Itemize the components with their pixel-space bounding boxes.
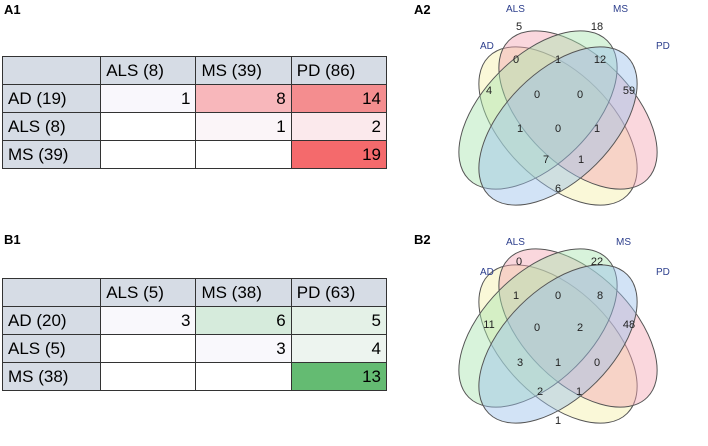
venn-count-als-ms-pd: 2 (577, 322, 583, 334)
venn-count-ad-ms: 3 (517, 357, 523, 369)
venn-set-ms (458, 248, 618, 408)
venn-count-pd: 59 (623, 85, 635, 97)
table-row: AD (19) 1 8 14 (1, 84, 388, 113)
column-header: PD (86) (290, 56, 388, 85)
venn-count-als-pd: 1 (594, 123, 600, 135)
overlap-cell (100, 334, 197, 363)
set-label-ad: AD (480, 267, 494, 278)
venn-set-ms (458, 30, 618, 190)
set-label-als: ALS (506, 237, 525, 248)
venn-count-pd: 48 (623, 319, 635, 331)
venn-count-als-pd: 0 (594, 357, 600, 369)
venn-count-all: 1 (555, 357, 561, 369)
row-header: MS (39) (1, 140, 102, 169)
venn-count-ad-pd: 1 (555, 415, 561, 427)
venn-count-ad-als: 1 (513, 290, 519, 302)
overlap-cell (100, 140, 197, 169)
venn-count-ad-ms-pd: 2 (537, 386, 543, 398)
venn-count-als-ms-pd: 0 (577, 89, 583, 101)
venn-set-pd (478, 264, 638, 424)
venn-count-ad: 11 (483, 319, 494, 331)
table-row: AD (20) 3 6 5 (1, 306, 388, 335)
venn-set-pd (478, 46, 638, 206)
venn-count-ad-ms-pd: 7 (543, 154, 549, 166)
table-row: MS (38) 13 (1, 362, 388, 391)
venn-count-ms: 22 (591, 256, 603, 268)
set-label-ms: MS (613, 4, 628, 15)
overlap-cell (195, 362, 292, 391)
venn-count-als: 5 (516, 21, 522, 33)
overlap-cell: 4 (290, 334, 388, 363)
venn-set-ad (478, 46, 638, 206)
table-row: MS (39) 19 (1, 140, 388, 169)
set-label-als: ALS (506, 4, 525, 15)
venn-count-als-ms: 0 (555, 290, 561, 302)
overlap-table-a1: ALS (8) MS (39) PD (86) AD (19) 1 8 14 A… (1, 56, 388, 169)
venn-count-ad-ms: 1 (517, 123, 523, 135)
overlap-cell: 8 (195, 84, 292, 113)
table-header-row: ALS (5) MS (38) PD (63) (1, 278, 388, 307)
row-header: AD (19) (1, 84, 102, 113)
venn-count-ad-als-ms: 0 (534, 89, 540, 101)
overlap-cell: 1 (100, 84, 197, 113)
venn-count-ad-als: 0 (513, 54, 519, 66)
overlap-cell: 3 (100, 306, 197, 335)
table-header-row: ALS (8) MS (39) PD (86) (1, 56, 388, 85)
set-label-pd: PD (656, 267, 670, 278)
venn-count-als: 0 (516, 256, 522, 268)
panel-label-b2: B2 (414, 232, 431, 247)
venn-set-ad (478, 264, 638, 424)
table-corner-cell (1, 278, 102, 307)
overlap-cell (195, 140, 292, 169)
venn-sets-a2 (458, 30, 658, 206)
venn-count-ms-pd: 8 (597, 290, 603, 302)
overlap-cell: 13 (290, 362, 388, 391)
column-header: PD (63) (290, 278, 388, 307)
venn-count-ad-pd: 6 (555, 183, 561, 195)
overlap-cell (100, 112, 197, 141)
overlap-cell: 5 (290, 306, 388, 335)
row-header: MS (38) (1, 362, 102, 391)
panel-label-a1: A1 (4, 2, 21, 17)
set-label-ms: MS (616, 237, 631, 248)
venn-count-ad-als-pd: 1 (576, 386, 582, 398)
venn-count-ms-pd: 12 (594, 54, 606, 66)
panel-label-b1: B1 (4, 232, 21, 247)
column-header: ALS (5) (100, 278, 197, 307)
table-row: ALS (5) 3 4 (1, 334, 388, 363)
venn-count-ad-als-ms: 0 (534, 322, 540, 334)
set-label-pd: PD (656, 41, 670, 52)
overlap-cell: 19 (290, 140, 388, 169)
venn-count-als-ms: 1 (555, 54, 561, 66)
panel-label-a2: A2 (414, 2, 431, 17)
column-header: MS (38) (195, 278, 292, 307)
overlap-cell: 3 (195, 334, 292, 363)
overlap-cell: 1 (195, 112, 292, 141)
overlap-cell: 2 (290, 112, 388, 141)
venn-count-ad-als-pd: 1 (578, 154, 584, 166)
overlap-table-b1: ALS (5) MS (38) PD (63) AD (20) 3 6 5 AL… (1, 278, 388, 391)
venn-set-als (498, 30, 658, 190)
set-label-ad: AD (480, 41, 494, 52)
venn-sets-b2 (458, 248, 658, 424)
venn-set-als (498, 248, 658, 408)
venn-count-all: 0 (555, 123, 561, 135)
venn-count-ms: 18 (591, 21, 603, 33)
row-header: ALS (8) (1, 112, 102, 141)
row-header: AD (20) (1, 306, 102, 335)
venn-count-ad: 4 (486, 85, 492, 97)
table-row: ALS (8) 1 2 (1, 112, 388, 141)
